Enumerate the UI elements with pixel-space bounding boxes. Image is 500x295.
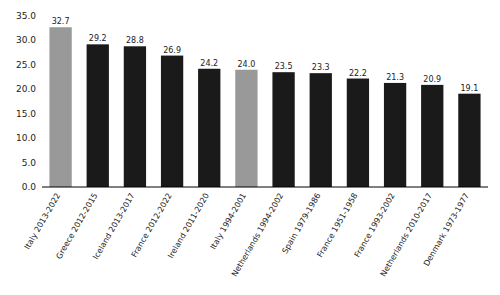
y-tick-label: 20.0: [16, 84, 36, 94]
x-axis-line: [42, 187, 488, 188]
value-label: 32.7: [52, 17, 70, 26]
bar: [161, 56, 183, 187]
x-tick-label: Italy 1994-2001: [209, 192, 249, 252]
y-tick-label: 15.0: [16, 109, 36, 119]
x-tick-label: Netherlands 1994-2002: [230, 192, 285, 279]
x-tick-label: France 1993-2002: [353, 192, 397, 260]
y-tick-label: 25.0: [16, 60, 36, 70]
bar: [421, 85, 443, 187]
value-label: 26.9: [163, 46, 181, 55]
value-label: 29.2: [89, 34, 107, 43]
bar: [235, 70, 257, 187]
value-label: 23.5: [275, 62, 293, 71]
bar: [384, 83, 406, 187]
bar: [310, 73, 332, 187]
value-labels: 32.7 29.2 28.8 26.9 24.2 24.0 23.5 23.3 22.2 21.3…: [52, 17, 479, 92]
x-tick-label: Iceland 2013-2017: [91, 192, 136, 262]
bar: [458, 94, 480, 187]
y-tick-label: 5.0: [22, 158, 37, 168]
value-label: 24.2: [200, 59, 218, 68]
x-tick-label: France 1951-1958: [315, 192, 359, 260]
value-label: 23.3: [312, 63, 330, 72]
x-tick-label: Denmark 1973-1977: [422, 191, 471, 267]
y-tick-label: 35.0: [16, 11, 36, 21]
y-axis: 0.0 5.0 10.0 15.0 20.0 25.0 30.0 35.0: [16, 11, 36, 192]
chart-container: 0.0 5.0 10.0 15.0 20.0 25.0 30.0 35.0 32.7 29.2 28…: [0, 0, 500, 295]
value-label: 22.2: [349, 69, 367, 78]
x-tick-label: Ireland 2011-2020: [166, 192, 211, 260]
value-label: 21.3: [386, 73, 404, 82]
bars: [49, 27, 480, 187]
x-tick-label: Italy 2013-2022: [23, 192, 63, 252]
x-tick-label: Spain 1979-1986: [280, 192, 322, 256]
value-label: 28.8: [126, 36, 144, 45]
x-axis: Italy 2013-2022Greece 2012-2015Iceland 2…: [23, 191, 471, 278]
bar: [347, 79, 369, 187]
x-tick-label: Greece 2012-2015: [54, 192, 99, 261]
y-tick-label: 0.0: [22, 182, 37, 192]
x-tick-label: France 2012-2022: [130, 192, 174, 260]
bar: [124, 46, 146, 187]
chart-svg: 0.0 5.0 10.0 15.0 20.0 25.0 30.0 35.0 32.7 29.2 28…: [0, 0, 500, 295]
value-label: 19.1: [461, 84, 479, 93]
value-label: 24.0: [238, 60, 256, 69]
y-tick-label: 30.0: [16, 35, 36, 45]
bar: [198, 69, 220, 187]
y-tick-label: 10.0: [16, 133, 36, 143]
bar: [272, 72, 294, 187]
bar: [87, 44, 109, 187]
value-label: 20.9: [423, 75, 441, 84]
bar: [49, 27, 71, 187]
